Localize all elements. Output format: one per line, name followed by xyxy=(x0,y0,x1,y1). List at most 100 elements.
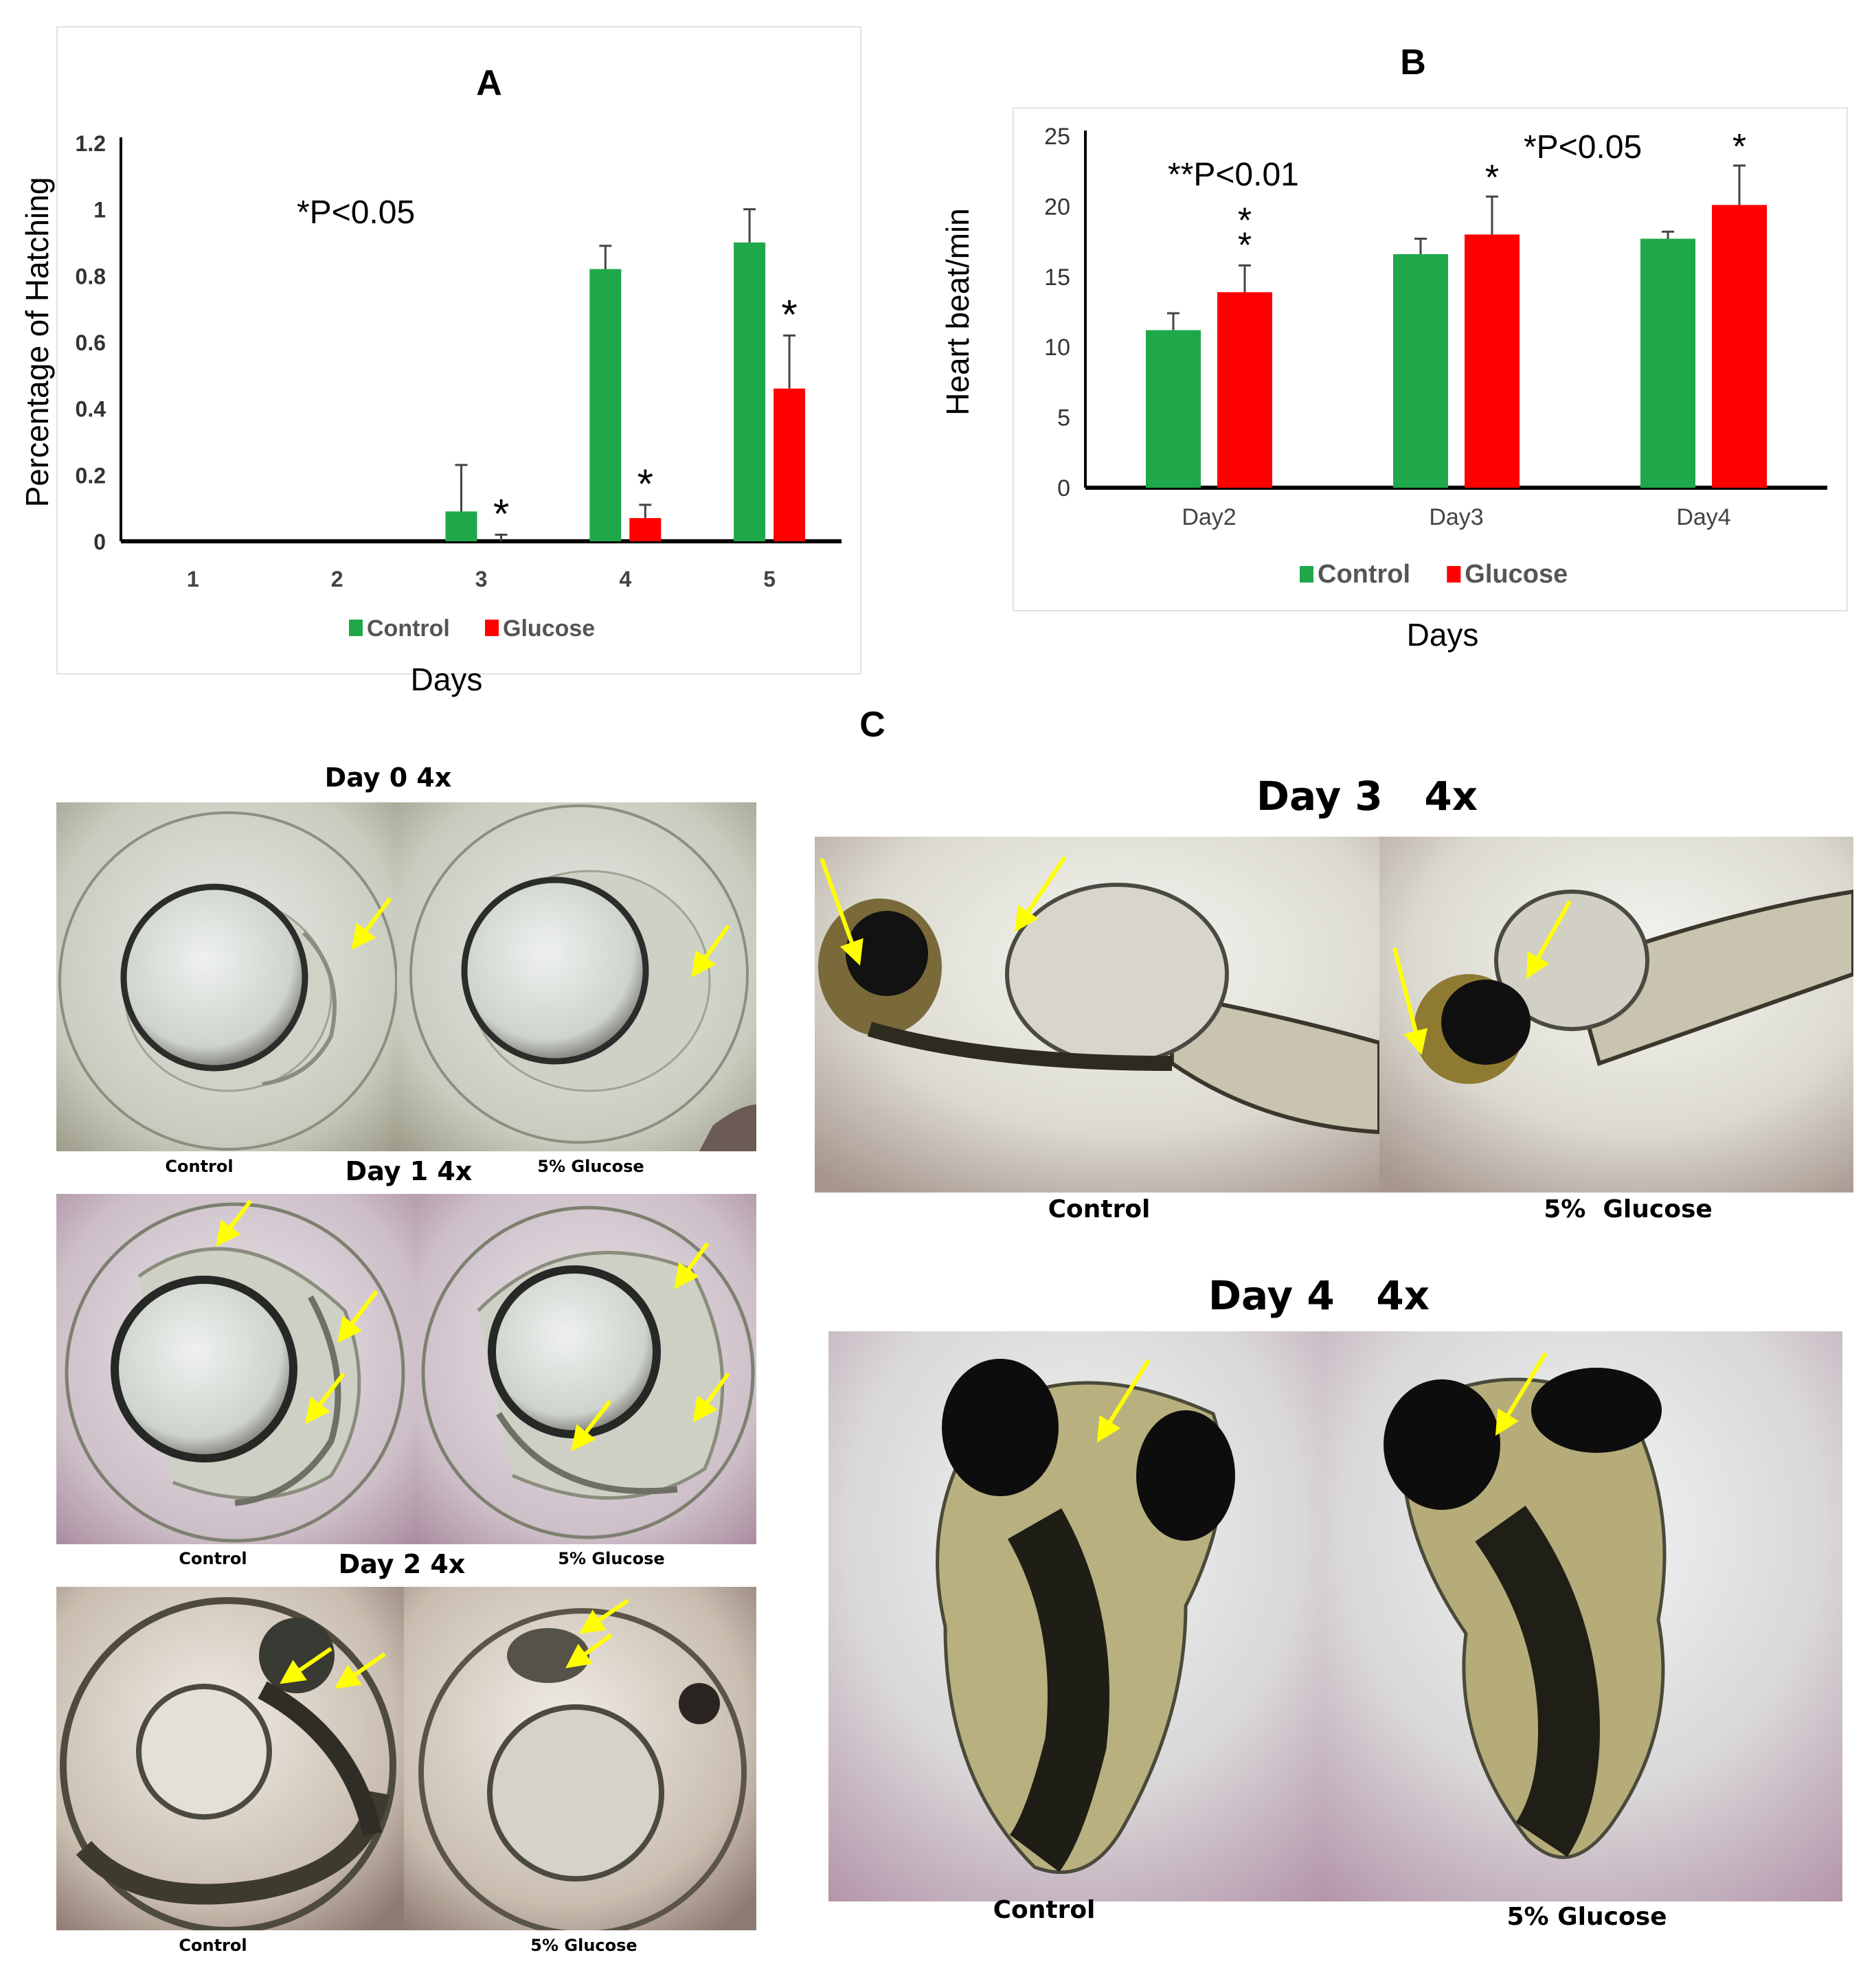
p-value-annotation: *P<0.05 xyxy=(1524,129,1642,166)
day2-title: Day 2 4x xyxy=(338,1549,466,1579)
bar-glucose xyxy=(1217,292,1272,488)
bar-glucose xyxy=(1465,234,1520,488)
x-tick-label: Day4 xyxy=(1676,504,1730,530)
chart-a: A 0 0.2 0.4 0.6 0.8 1 1.2 1 2 3 * 4 * 5 * Percentage of … xyxy=(19,63,842,697)
x-tick-label: 1 xyxy=(187,567,199,591)
day4-control-photo xyxy=(828,1331,1322,1901)
larva-day4-control-image xyxy=(828,1331,1322,1901)
day0-glucose-caption: 5% Glucose xyxy=(537,1157,644,1176)
y-tick-label: 0 xyxy=(93,530,106,554)
x-tick-label: 2 xyxy=(331,567,343,591)
arrow-icon xyxy=(337,1290,379,1343)
arrow-icon xyxy=(216,1199,253,1247)
y-axis-label: Heart beat/min xyxy=(940,208,975,416)
legend-swatch-glucose xyxy=(1447,566,1461,583)
bar-control xyxy=(1393,254,1448,488)
p-value-annotation: *P<0.05 xyxy=(297,194,415,231)
x-axis-label: Days xyxy=(1407,617,1479,653)
day4-glucose-caption: 5% Glucose xyxy=(1506,1903,1667,1931)
embryo-day2-control-image xyxy=(56,1587,404,1930)
legend-label-control: Control xyxy=(1318,560,1410,589)
x-tick-label: 5 xyxy=(763,567,776,591)
significance-marker: * xyxy=(637,461,653,507)
embryo-day1-control-image xyxy=(56,1194,416,1544)
legend-label-glucose: Glucose xyxy=(503,615,595,642)
legend-swatch-control xyxy=(349,620,363,636)
arrow-icon xyxy=(280,1647,332,1684)
day0-control-photo xyxy=(56,802,397,1151)
chart-title: B xyxy=(1400,43,1426,82)
arrow-icon xyxy=(571,1400,612,1452)
significance-marker: * xyxy=(493,490,509,536)
x-tick-label: Day3 xyxy=(1429,504,1483,530)
arrow-icon xyxy=(820,857,863,966)
day3-title: Day 3 4x xyxy=(1256,773,1478,820)
arrow-icon xyxy=(1495,1352,1548,1436)
bar-control xyxy=(734,242,766,541)
arrow-icon xyxy=(674,1242,710,1289)
larva-day4-glucose-image xyxy=(1322,1331,1842,1901)
day3-glucose-caption: 5% Glucose xyxy=(1544,1195,1713,1223)
significance-marker: * xyxy=(1485,158,1499,198)
y-tick-label: 25 xyxy=(1044,124,1070,150)
p-value-annotation: **P<0.01 xyxy=(1168,157,1299,193)
y-tick-label: 10 xyxy=(1044,335,1070,361)
larva-day3-control-image xyxy=(815,837,1379,1193)
day1-glucose-caption: 5% Glucose xyxy=(558,1549,665,1568)
day2-control-caption: Control xyxy=(179,1936,247,1955)
arrow-icon xyxy=(1526,900,1572,980)
legend-label-control: Control xyxy=(367,615,450,642)
bar-control xyxy=(1146,330,1201,488)
day3-control-caption: Control xyxy=(1048,1195,1151,1223)
y-tick-label: 0.2 xyxy=(76,463,106,488)
arrow-icon xyxy=(1096,1359,1151,1443)
embryo-day1-glucose-image xyxy=(416,1194,756,1544)
y-tick-label: 1 xyxy=(93,198,106,223)
bar-control xyxy=(589,269,622,541)
significance-marker: * xyxy=(1238,225,1252,265)
day4-glucose-photo xyxy=(1322,1331,1842,1901)
day4-control-caption: Control xyxy=(993,1896,1096,1924)
bar-control xyxy=(445,511,477,541)
day2-glucose-caption: 5% Glucose xyxy=(530,1936,637,1955)
y-tick-label: 15 xyxy=(1044,264,1070,291)
day1-glucose-photo xyxy=(416,1194,756,1544)
bar-glucose xyxy=(629,518,662,541)
day3-control-photo xyxy=(815,837,1379,1193)
y-tick-label: 0.6 xyxy=(76,330,106,355)
arrow-icon xyxy=(1014,856,1067,932)
y-axis-label: Percentage of Hatching xyxy=(19,177,55,508)
y-tick-label: 20 xyxy=(1044,194,1070,220)
bar-control xyxy=(1640,238,1695,488)
x-axis-label: Days xyxy=(411,662,483,697)
embryo-day0-control-image xyxy=(56,802,397,1151)
x-tick-label: 3 xyxy=(475,567,488,591)
larva-day3-glucose-image xyxy=(1379,837,1853,1193)
arrow-icon xyxy=(692,1373,730,1423)
day1-control-photo xyxy=(56,1194,416,1544)
yellow-arrows xyxy=(216,856,1572,1689)
x-tick-label: 4 xyxy=(619,567,631,591)
day2-control-photo xyxy=(56,1587,404,1930)
x-tick-label: Day2 xyxy=(1182,504,1236,530)
panel-c-label: C xyxy=(859,705,885,745)
day4-title: Day 4 4x xyxy=(1208,1272,1430,1319)
legend-swatch-control xyxy=(1300,566,1313,583)
arrow-icon xyxy=(305,1373,346,1424)
arrow-icon xyxy=(351,897,392,950)
day1-title: Day 1 4x xyxy=(345,1156,473,1186)
day3-glucose-photo xyxy=(1379,837,1853,1193)
significance-marker: * xyxy=(1238,201,1252,240)
day0-glucose-photo xyxy=(397,802,756,1151)
y-tick-label: 1.2 xyxy=(76,131,106,156)
arrow-icon xyxy=(691,925,730,978)
y-tick-label: 0.8 xyxy=(76,264,106,289)
arrow-icon xyxy=(579,1599,629,1634)
y-tick-label: 5 xyxy=(1057,405,1070,431)
chart-a-frame xyxy=(56,26,861,675)
arrow-icon xyxy=(565,1633,613,1669)
y-tick-label: 0 xyxy=(1057,475,1070,501)
day0-title: Day 0 4x xyxy=(324,763,452,793)
